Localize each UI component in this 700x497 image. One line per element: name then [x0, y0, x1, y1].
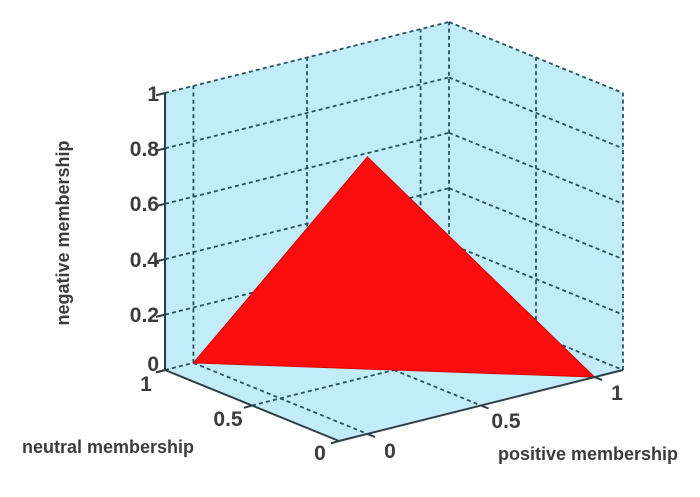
simplex-surface: [192, 156, 596, 378]
grid-line-rightwall-z08: [448, 76, 624, 150]
grid-line-rightwall-z1: [448, 21, 624, 94]
grid-line-rightwall-z04: [448, 187, 624, 261]
grid-line-leftwall-z08: [164, 76, 450, 150]
negative-axis-label: negative membership: [53, 140, 73, 325]
neutral-tick-label-05: 0.5: [213, 408, 243, 431]
positive-tick-05: [480, 404, 489, 410]
negative-tick-label-0: 0: [147, 353, 159, 376]
negative-tick-label-02: 0.2: [130, 304, 159, 327]
grid-line-rightwall-z06: [448, 131, 624, 205]
positive-tick-label-1: 1: [611, 382, 623, 405]
tick-marks: [155, 92, 603, 445]
neutral-tick-05: [243, 404, 253, 409]
negative-tick-08: [155, 147, 166, 152]
negative-tick-02: [155, 313, 166, 318]
negative-tick-label-1: 1: [147, 83, 159, 106]
neutral-tick-label-1: 1: [140, 373, 152, 396]
grid-line-leftwall-z04: [164, 187, 450, 261]
negative-tick-06: [155, 202, 166, 208]
grid-line-rightwall-z02: [448, 242, 624, 316]
negative-tick-label-06: 0.6: [130, 193, 159, 216]
grid-line-leftwall-z1: [164, 21, 450, 94]
neutral-axis-label: neutral membership: [22, 437, 194, 457]
negative-tick-label-04: 0.4: [130, 249, 160, 272]
positive-tick-label-0: 0: [384, 440, 396, 463]
neutral-tick-label-0: 0: [314, 442, 326, 465]
tick-labels: 1 0.8 0.6 0.4 0.2 0 1 0.5 0 0 0.5 1: [130, 83, 623, 465]
positive-axis-label: positive membership: [498, 444, 678, 464]
neutral-tick-0: [330, 440, 340, 445]
negative-tick-04: [155, 258, 166, 263]
positive-tick-0: [367, 432, 376, 438]
positive-tick-1: [594, 376, 603, 382]
negative-tick-label-08: 0.8: [130, 138, 160, 161]
axis-labels: negative membership neutral membership p…: [22, 140, 678, 464]
neutral-tick-1: [156, 369, 166, 374]
grid-line-leftwall-z06: [164, 131, 450, 205]
positive-tick-label-05: 0.5: [491, 410, 521, 433]
negative-tick-1: [155, 92, 166, 97]
